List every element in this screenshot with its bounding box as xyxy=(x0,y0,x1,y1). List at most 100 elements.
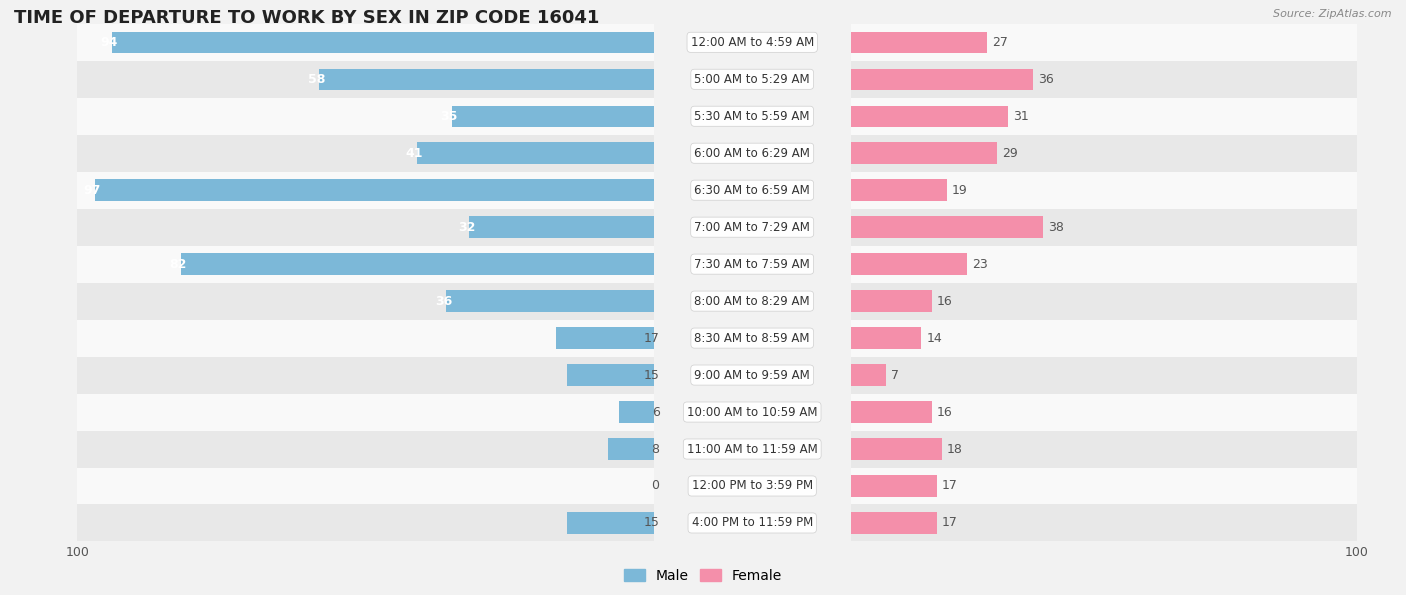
Bar xyxy=(851,512,936,534)
Bar xyxy=(77,468,1230,505)
Bar xyxy=(112,32,654,53)
Bar xyxy=(851,364,886,386)
Bar xyxy=(77,98,1230,134)
Bar xyxy=(851,217,1043,238)
Bar xyxy=(344,320,1357,356)
Legend: Male, Female: Male, Female xyxy=(619,563,787,588)
Bar xyxy=(77,172,1230,209)
Text: 36: 36 xyxy=(434,295,453,308)
Text: 18: 18 xyxy=(946,443,963,456)
Bar xyxy=(94,180,654,201)
Text: 8:00 AM to 8:29 AM: 8:00 AM to 8:29 AM xyxy=(695,295,810,308)
Text: 94: 94 xyxy=(100,36,118,49)
Text: 11:00 AM to 11:59 AM: 11:00 AM to 11:59 AM xyxy=(688,443,817,456)
Bar xyxy=(851,68,1033,90)
Bar xyxy=(851,290,932,312)
Bar xyxy=(453,105,654,127)
Text: 8:30 AM to 8:59 AM: 8:30 AM to 8:59 AM xyxy=(695,331,810,345)
Text: 14: 14 xyxy=(927,331,942,345)
Text: 15: 15 xyxy=(644,368,659,381)
Bar xyxy=(344,431,1357,468)
Bar xyxy=(77,246,1230,283)
Bar xyxy=(555,327,654,349)
Bar xyxy=(344,61,1357,98)
Bar xyxy=(344,393,1357,431)
Text: 23: 23 xyxy=(972,258,988,271)
Text: TIME OF DEPARTURE TO WORK BY SEX IN ZIP CODE 16041: TIME OF DEPARTURE TO WORK BY SEX IN ZIP … xyxy=(14,9,599,27)
Bar xyxy=(851,142,997,164)
Bar xyxy=(851,105,1008,127)
Text: 5:00 AM to 5:29 AM: 5:00 AM to 5:29 AM xyxy=(695,73,810,86)
Bar xyxy=(77,356,1230,393)
Bar xyxy=(344,172,1357,209)
Text: 0: 0 xyxy=(651,480,659,493)
Bar xyxy=(77,505,1230,541)
Text: 4:00 PM to 11:59 PM: 4:00 PM to 11:59 PM xyxy=(692,516,813,530)
Bar xyxy=(344,209,1357,246)
Bar xyxy=(851,32,987,53)
Text: 7:00 AM to 7:29 AM: 7:00 AM to 7:29 AM xyxy=(695,221,810,234)
Text: 6:00 AM to 6:29 AM: 6:00 AM to 6:29 AM xyxy=(695,147,810,159)
Text: 41: 41 xyxy=(406,147,423,159)
Bar xyxy=(77,61,1230,98)
Text: 9:00 AM to 9:59 AM: 9:00 AM to 9:59 AM xyxy=(695,368,810,381)
Text: 36: 36 xyxy=(1038,73,1053,86)
Text: 12:00 AM to 4:59 AM: 12:00 AM to 4:59 AM xyxy=(690,36,814,49)
Text: 15: 15 xyxy=(644,516,659,530)
Bar xyxy=(77,283,1230,320)
Text: 82: 82 xyxy=(170,258,187,271)
Text: 12:00 PM to 3:59 PM: 12:00 PM to 3:59 PM xyxy=(692,480,813,493)
Bar xyxy=(851,439,942,460)
Bar xyxy=(344,98,1357,134)
Text: 10:00 AM to 10:59 AM: 10:00 AM to 10:59 AM xyxy=(688,406,817,418)
Text: 35: 35 xyxy=(440,109,458,123)
Text: 97: 97 xyxy=(83,184,100,197)
Bar xyxy=(446,290,654,312)
Text: 27: 27 xyxy=(993,36,1008,49)
Bar xyxy=(851,327,921,349)
Bar xyxy=(851,401,932,423)
Text: 6: 6 xyxy=(651,406,659,418)
Bar xyxy=(181,253,654,275)
Bar xyxy=(568,512,654,534)
Text: 7: 7 xyxy=(891,368,898,381)
Text: 32: 32 xyxy=(458,221,475,234)
Bar xyxy=(418,142,654,164)
Text: Source: ZipAtlas.com: Source: ZipAtlas.com xyxy=(1274,9,1392,19)
Text: 5:30 AM to 5:59 AM: 5:30 AM to 5:59 AM xyxy=(695,109,810,123)
Bar xyxy=(77,320,1230,356)
Bar xyxy=(77,209,1230,246)
Bar xyxy=(851,253,967,275)
Bar xyxy=(851,180,946,201)
Bar xyxy=(344,283,1357,320)
Bar xyxy=(344,246,1357,283)
Bar xyxy=(344,134,1357,172)
Bar xyxy=(344,356,1357,393)
Bar xyxy=(470,217,654,238)
Text: 6:30 AM to 6:59 AM: 6:30 AM to 6:59 AM xyxy=(695,184,810,197)
Bar xyxy=(77,431,1230,468)
Text: 38: 38 xyxy=(1047,221,1064,234)
Bar xyxy=(319,68,654,90)
Text: 29: 29 xyxy=(1002,147,1018,159)
Bar xyxy=(344,24,1357,61)
Bar xyxy=(851,475,936,497)
Text: 17: 17 xyxy=(942,516,957,530)
Bar xyxy=(607,439,654,460)
Text: 58: 58 xyxy=(308,73,325,86)
Text: 17: 17 xyxy=(942,480,957,493)
Text: 7:30 AM to 7:59 AM: 7:30 AM to 7:59 AM xyxy=(695,258,810,271)
Bar xyxy=(77,393,1230,431)
Bar xyxy=(77,24,1230,61)
Text: 17: 17 xyxy=(644,331,659,345)
Text: 16: 16 xyxy=(936,295,952,308)
Bar xyxy=(77,134,1230,172)
Text: 16: 16 xyxy=(936,406,952,418)
Bar xyxy=(344,505,1357,541)
Bar xyxy=(568,364,654,386)
Bar xyxy=(619,401,654,423)
Text: 31: 31 xyxy=(1012,109,1028,123)
Text: 19: 19 xyxy=(952,184,967,197)
Text: 8: 8 xyxy=(651,443,659,456)
Bar xyxy=(344,468,1357,505)
